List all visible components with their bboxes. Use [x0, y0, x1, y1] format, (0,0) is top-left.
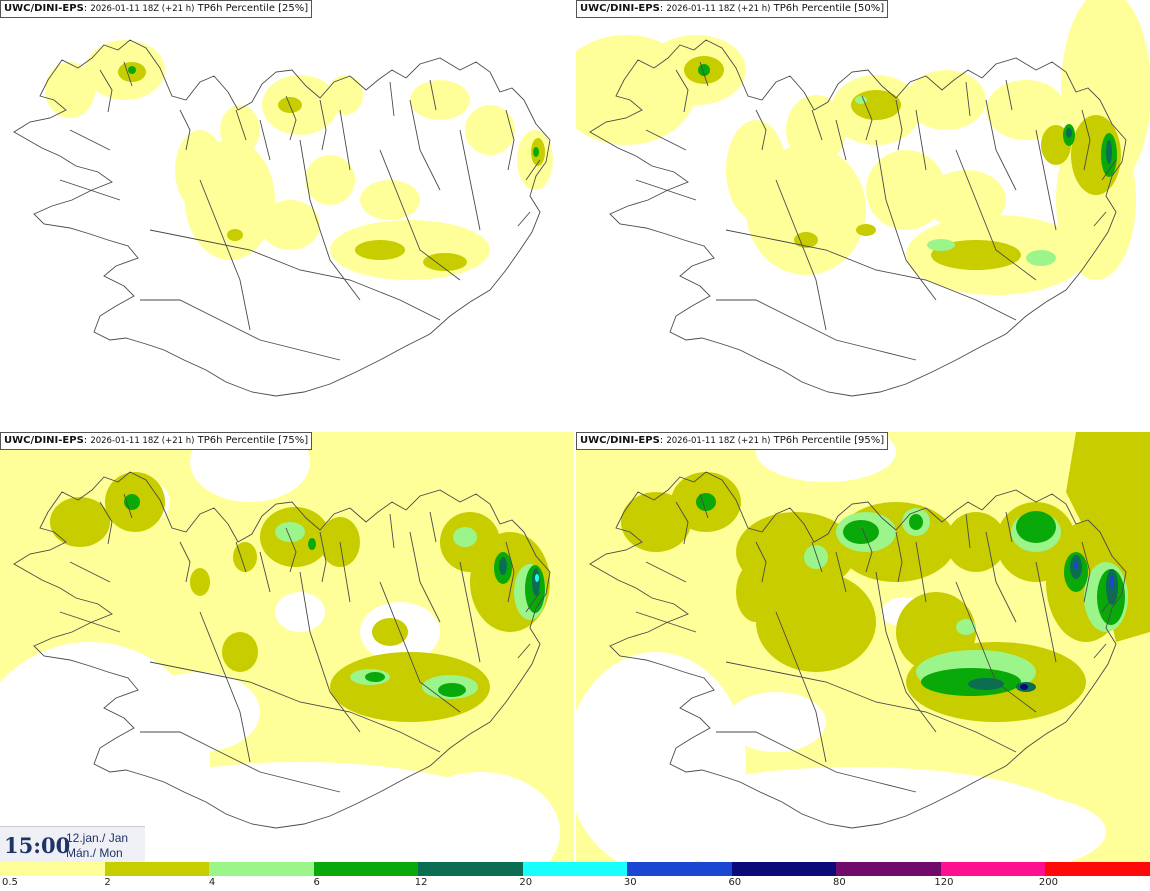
legend-label: 200 [1038, 877, 1058, 888]
product-name: TP6h Percentile [75%] [197, 435, 309, 446]
map-panel-p75: UWC/DINI-EPS: 2026-01-11 18Z (+21 h) TP6… [0, 432, 574, 862]
panel-title: UWC/DINI-EPS: 2026-01-11 18Z (+21 h) TP6… [0, 432, 313, 450]
legend-swatch [836, 862, 941, 876]
legend-swatch [418, 862, 523, 876]
precip-map-p25 [13, 39, 553, 397]
run-time: 2026-01-11 18Z (+21 h) [90, 4, 195, 14]
legend-label: 4 [208, 877, 216, 888]
product-name: TP6h Percentile [50%] [773, 3, 885, 14]
product-name: TP6h Percentile [95%] [773, 435, 885, 446]
legend-swatch [627, 862, 732, 876]
precip-map-p75 [0, 432, 574, 862]
panel-title: UWC/DINI-EPS: 2026-01-11 18Z (+21 h) TP6… [0, 0, 313, 18]
legend-label: 0.5 [2, 877, 18, 888]
legend-swatch [0, 862, 105, 876]
map-panel-p25: UWC/DINI-EPS: 2026-01-11 18Z (+21 h) TP6… [0, 0, 574, 430]
valid-time: 15:00 [4, 833, 71, 858]
valid-day: Mán./ Mon [66, 846, 123, 860]
precip-map-p50 [576, 0, 1150, 397]
run-time: 2026-01-11 18Z (+21 h) [666, 436, 771, 446]
legend-swatch [313, 862, 419, 876]
legend-label: 20 [519, 877, 533, 888]
legend-swatch [940, 862, 1046, 876]
legend-label: 60 [728, 877, 742, 888]
legend-swatch [522, 862, 628, 876]
legend-swatch [209, 862, 314, 876]
map-panel-p50: UWC/DINI-EPS: 2026-01-11 18Z (+21 h) TP6… [576, 0, 1150, 430]
run-time: 2026-01-11 18Z (+21 h) [666, 4, 771, 14]
legend-color-bar [0, 862, 1150, 876]
panel-title: UWC/DINI-EPS: 2026-01-11 18Z (+21 h) TP6… [576, 432, 889, 450]
map-panel-p95: UWC/DINI-EPS: 2026-01-11 18Z (+21 h) TP6… [576, 432, 1150, 862]
legend-label: 2 [104, 877, 111, 888]
precip-map-p95 [576, 432, 1150, 862]
panel-title: UWC/DINI-EPS: 2026-01-11 18Z (+21 h) TP6… [576, 0, 889, 18]
product-name: TP6h Percentile [25%] [197, 3, 309, 14]
legend-swatch [731, 862, 837, 876]
run-time: 2026-01-11 18Z (+21 h) [90, 436, 195, 446]
legend-label: 30 [623, 877, 637, 888]
valid-date: 12.jan./ Jan [66, 831, 129, 845]
legend-swatch [104, 862, 210, 876]
legend-label: 80 [832, 877, 846, 888]
model-name: UWC/DINI-EPS [580, 3, 660, 14]
legend-label: 120 [934, 877, 954, 888]
model-name: UWC/DINI-EPS [4, 3, 84, 14]
legend-label: 6 [313, 877, 320, 888]
valid-time-box: 15:00 12.jan./ Jan Mán./ Mon [0, 826, 145, 864]
legend-swatch [1045, 862, 1150, 876]
model-name: UWC/DINI-EPS [4, 435, 84, 446]
model-name: UWC/DINI-EPS [580, 435, 660, 446]
legend-label: 12 [414, 877, 428, 888]
color-legend: 0.5 2 4 6 12 20 30 60 80 120 200 [0, 862, 1150, 891]
